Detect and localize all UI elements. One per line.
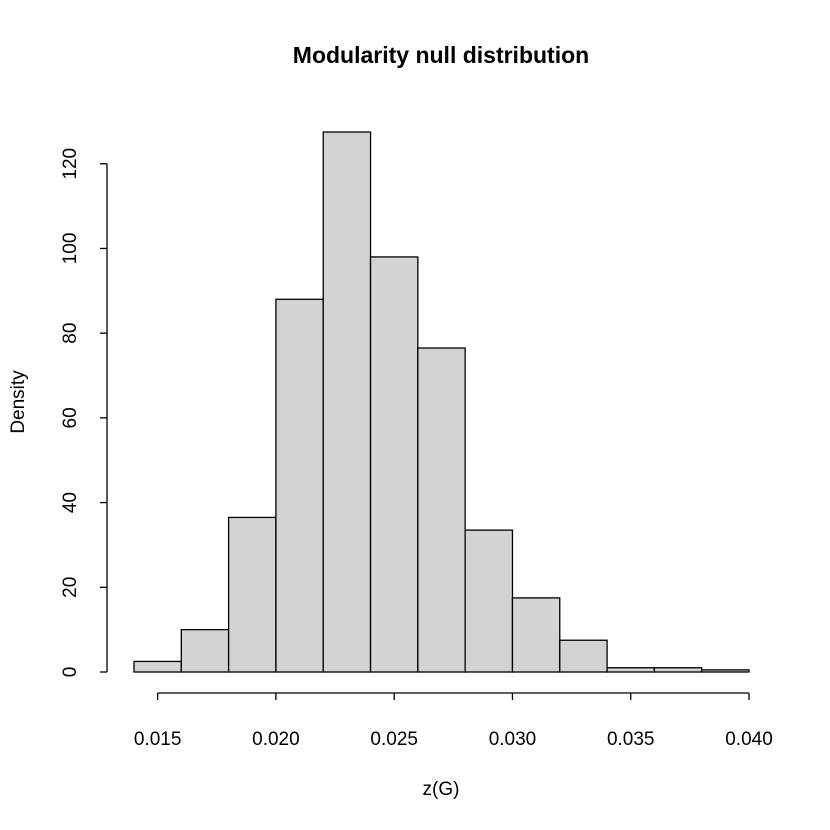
histogram-bar-11	[653, 667, 703, 673]
histogram-bar-9	[559, 639, 608, 673]
x-tick-label: 0.025	[370, 729, 418, 750]
y-tick-label: 40	[60, 492, 81, 513]
x-tick-label: 0.015	[134, 729, 182, 750]
x-tick-label: 0.020	[252, 729, 300, 750]
x-tick-label: 0.035	[607, 729, 655, 750]
bars-group	[133, 131, 750, 673]
x-axis: 0.015 0.020 0.025 0.030 0.035 0.040	[134, 692, 773, 750]
histogram-bar-5	[369, 256, 419, 673]
histogram-bar-2	[227, 516, 277, 673]
x-tick-label: 0.040	[725, 729, 773, 750]
histogram-bar-6	[417, 347, 466, 673]
histogram-bar-0	[133, 660, 182, 673]
y-tick-label: 60	[60, 407, 81, 428]
y-tick-label: 100	[60, 233, 81, 265]
y-axis-label: Density	[8, 370, 29, 434]
histogram-bar-1	[180, 628, 230, 673]
histogram-bar-4	[322, 131, 372, 673]
histogram-bar-8	[511, 597, 561, 673]
histogram-bar-12	[701, 669, 750, 673]
y-tick-label: 0	[60, 667, 81, 678]
y-axis: 0 20 40 60 80 100 120	[60, 148, 108, 678]
y-tick-label: 20	[60, 577, 81, 598]
y-tick-label: 120	[60, 148, 81, 180]
x-tick-label: 0.030	[489, 729, 537, 750]
x-axis-label: z(G)	[423, 779, 460, 800]
y-tick-label: 80	[60, 323, 81, 344]
chart-title: Modularity null distribution	[293, 42, 589, 68]
histogram-bar-7	[464, 529, 514, 673]
histogram-bar-10	[606, 667, 656, 673]
histogram-bar-3	[275, 298, 324, 673]
